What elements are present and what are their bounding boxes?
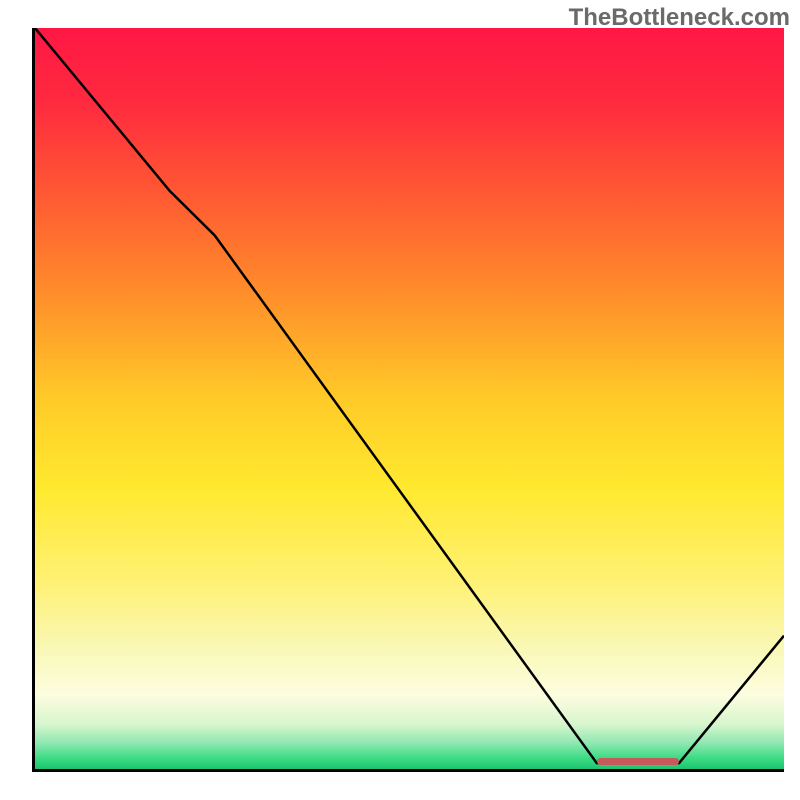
line-chart-svg [35, 28, 784, 769]
optimal-range-marker [597, 758, 679, 765]
plot-area [32, 28, 784, 772]
chart-container: TheBottleneck.com [0, 0, 800, 800]
watermark-label: TheBottleneck.com [569, 4, 790, 32]
curve-line [35, 28, 784, 763]
